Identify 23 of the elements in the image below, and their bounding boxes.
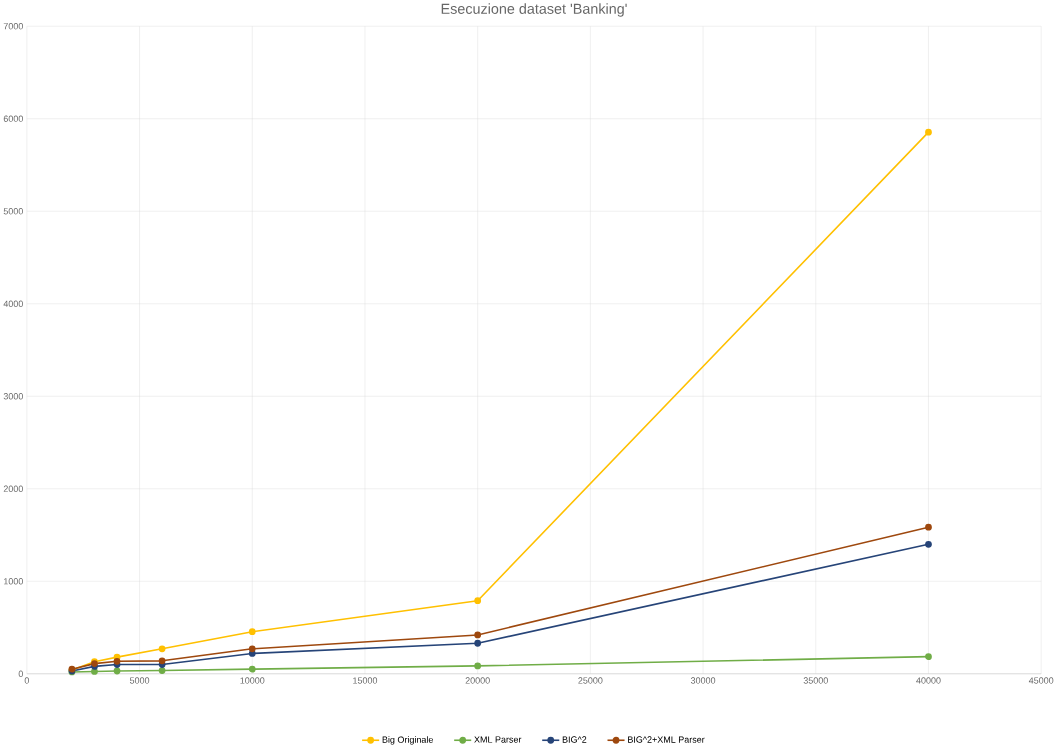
y-tick-label: 5000 xyxy=(3,207,23,215)
y-tick-label: 7000 xyxy=(3,22,23,30)
x-tick-label: 45000 xyxy=(1028,677,1054,684)
x-tick-label: 40000 xyxy=(916,677,941,684)
x-tick-label: 5000 xyxy=(129,677,150,684)
y-tick-label: 1000 xyxy=(4,577,23,585)
x-tick-label: 30000 xyxy=(690,677,716,684)
x-tick-label: 0 xyxy=(24,677,29,684)
chart-title: Esecuzione dataset 'Banking' xyxy=(441,3,627,17)
y-tick-label: 3000 xyxy=(3,392,23,400)
x-tick-label: 35000 xyxy=(803,677,828,684)
x-tick-label: 20000 xyxy=(465,677,490,684)
legend-label: BIG^2+XML Parser xyxy=(628,736,705,743)
x-tick-label: 25000 xyxy=(578,677,603,684)
y-tick-label: 0 xyxy=(18,670,23,677)
x-tick-label: 15000 xyxy=(353,677,378,684)
legend-label: BIG^2 xyxy=(562,736,587,743)
y-tick-label: 2000 xyxy=(3,485,23,492)
y-tick-label: 6000 xyxy=(3,115,23,122)
x-tick-label: 10000 xyxy=(240,677,265,684)
legend-label: Big Originale xyxy=(382,736,433,745)
legend-label: XML Parser xyxy=(474,736,522,743)
y-tick-label: 4000 xyxy=(3,300,23,307)
